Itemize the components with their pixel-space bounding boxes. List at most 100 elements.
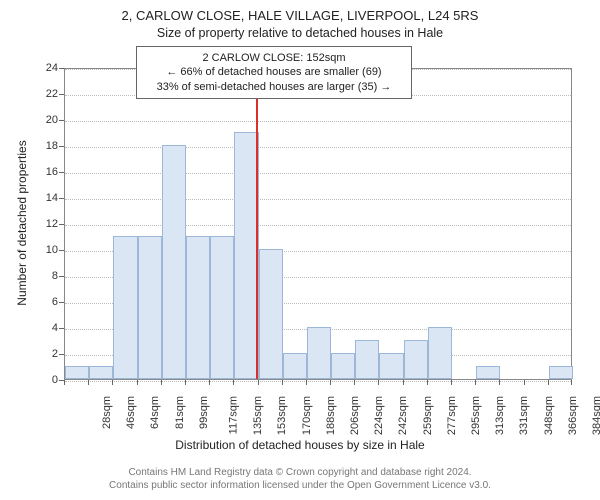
x-tick-label: 277sqm [446, 396, 458, 435]
gridline [65, 147, 571, 149]
plot-area [64, 68, 572, 380]
x-tick-label: 135sqm [252, 396, 264, 435]
histogram-bar [404, 340, 428, 379]
histogram-bar [65, 366, 89, 379]
x-tick-mark [209, 380, 210, 385]
y-tick-label: 0 [32, 374, 58, 386]
histogram-bar [113, 236, 137, 379]
x-tick-mark [112, 380, 113, 385]
histogram-bar [138, 236, 162, 379]
callout-box: 2 CARLOW CLOSE: 152sqm← 66% of detached … [136, 46, 412, 99]
footer-line-2: Contains public sector information licen… [0, 479, 600, 492]
y-tick-label: 22 [32, 88, 58, 100]
x-tick-mark [161, 380, 162, 385]
x-tick-label: 259sqm [422, 396, 434, 435]
x-tick-label: 313sqm [494, 396, 506, 435]
x-tick-mark [282, 380, 283, 385]
gridline [65, 121, 571, 123]
y-tick-mark [59, 172, 64, 173]
y-tick-mark [59, 302, 64, 303]
histogram-bar [162, 145, 186, 379]
y-tick-label: 24 [32, 62, 58, 74]
x-tick-mark [354, 380, 355, 385]
x-tick-label: 348sqm [543, 396, 555, 435]
y-tick-mark [59, 250, 64, 251]
x-tick-mark [571, 380, 572, 385]
x-tick-label: 170sqm [301, 396, 313, 435]
x-tick-mark [548, 380, 549, 385]
x-tick-mark [137, 380, 138, 385]
x-tick-mark [378, 380, 379, 385]
y-tick-label: 4 [32, 322, 58, 334]
y-tick-mark [59, 276, 64, 277]
y-axis-label: Number of detached properties [15, 133, 29, 313]
x-tick-label: 331sqm [518, 396, 530, 435]
x-tick-label: 188sqm [325, 396, 337, 435]
histogram-bar [210, 236, 234, 379]
x-tick-label: 295sqm [470, 396, 482, 435]
x-tick-label: 224sqm [373, 396, 385, 435]
y-tick-label: 14 [32, 192, 58, 204]
y-tick-mark [59, 328, 64, 329]
chart-title: 2, CARLOW CLOSE, HALE VILLAGE, LIVERPOOL… [0, 8, 600, 23]
histogram-bar [283, 353, 307, 379]
histogram-bar [234, 132, 258, 379]
callout-line: 33% of semi-detached houses are larger (… [145, 80, 403, 94]
x-tick-label: 46sqm [125, 396, 137, 429]
x-tick-label: 366sqm [567, 396, 579, 435]
gridline [65, 173, 571, 175]
x-tick-label: 384sqm [591, 396, 600, 435]
reference-line [256, 69, 258, 379]
y-tick-mark [59, 68, 64, 69]
y-tick-label: 2 [32, 348, 58, 360]
x-tick-mark [306, 380, 307, 385]
x-tick-mark [233, 380, 234, 385]
gridline [65, 199, 571, 201]
histogram-bar [549, 366, 573, 379]
callout-line: 2 CARLOW CLOSE: 152sqm [145, 51, 403, 65]
y-tick-mark [59, 354, 64, 355]
x-tick-label: 153sqm [277, 396, 289, 435]
y-tick-label: 18 [32, 140, 58, 152]
x-tick-mark [427, 380, 428, 385]
histogram-bar [307, 327, 331, 379]
x-tick-mark [524, 380, 525, 385]
x-tick-mark [258, 380, 259, 385]
histogram-bar [355, 340, 379, 379]
x-tick-label: 81sqm [174, 396, 186, 429]
callout-line: ← 66% of detached houses are smaller (69… [145, 65, 403, 79]
y-tick-mark [59, 94, 64, 95]
gridline [65, 381, 571, 383]
x-tick-label: 28sqm [101, 396, 113, 429]
x-tick-mark [185, 380, 186, 385]
y-tick-mark [59, 120, 64, 121]
histogram-bar [379, 353, 403, 379]
x-tick-mark [499, 380, 500, 385]
chart-subtitle: Size of property relative to detached ho… [0, 26, 600, 40]
x-tick-mark [88, 380, 89, 385]
chart-footer: Contains HM Land Registry data © Crown c… [0, 466, 600, 492]
y-tick-label: 20 [32, 114, 58, 126]
gridline [65, 225, 571, 227]
x-tick-mark [403, 380, 404, 385]
x-axis-label: Distribution of detached houses by size … [0, 438, 600, 452]
y-tick-mark [59, 146, 64, 147]
x-tick-label: 206sqm [349, 396, 361, 435]
footer-line-1: Contains HM Land Registry data © Crown c… [0, 466, 600, 479]
y-tick-label: 10 [32, 244, 58, 256]
histogram-bar [476, 366, 500, 379]
x-tick-mark [475, 380, 476, 385]
x-tick-label: 117sqm [227, 396, 239, 434]
y-tick-label: 12 [32, 218, 58, 230]
y-tick-label: 6 [32, 296, 58, 308]
y-tick-label: 8 [32, 270, 58, 282]
histogram-bar [186, 236, 210, 379]
y-tick-mark [59, 198, 64, 199]
x-tick-mark [64, 380, 65, 385]
histogram-bar [331, 353, 355, 379]
x-tick-label: 64sqm [150, 396, 162, 429]
histogram-bar [89, 366, 113, 379]
x-tick-mark [451, 380, 452, 385]
y-tick-mark [59, 224, 64, 225]
histogram-bar [259, 249, 283, 379]
